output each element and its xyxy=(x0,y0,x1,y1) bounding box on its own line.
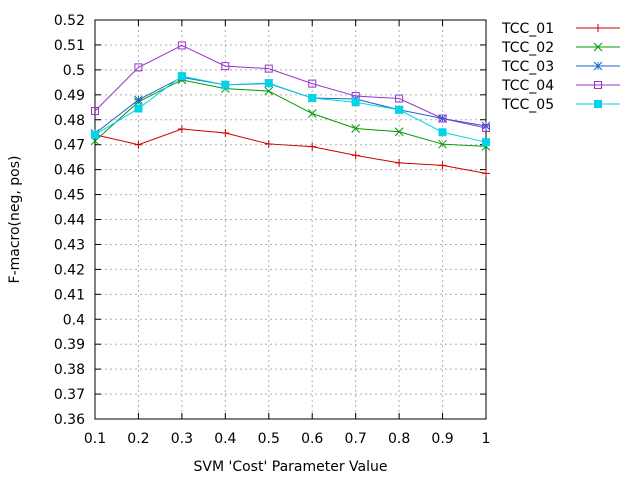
x-tick-label: 0.2 xyxy=(127,431,149,447)
data-point xyxy=(438,139,447,149)
data-point xyxy=(91,107,99,116)
data-point xyxy=(351,124,361,133)
y-tick-label: 0.48 xyxy=(54,113,85,129)
axis-ticks: 0.360.370.380.390.40.410.420.430.440.450… xyxy=(54,13,491,447)
legend-marker xyxy=(593,42,603,52)
data-point xyxy=(308,94,317,103)
data-point xyxy=(177,41,186,50)
x-tick-label: 0.7 xyxy=(345,431,367,447)
data-point xyxy=(221,62,230,71)
legend-label: TCC_03 xyxy=(501,59,554,75)
y-tick-label: 0.45 xyxy=(54,188,85,204)
x-tick-label: 0.3 xyxy=(171,431,193,447)
legend-entry: TCC_04 xyxy=(501,78,620,94)
data-point xyxy=(481,121,491,131)
x-tick-label: 1 xyxy=(482,431,491,447)
data-point xyxy=(438,128,447,137)
y-tick-label: 0.38 xyxy=(54,362,85,378)
y-axis-label: F-macro(neg, pos) xyxy=(7,156,23,284)
data-point xyxy=(134,63,143,72)
data-point xyxy=(134,140,143,149)
data-point xyxy=(134,95,143,105)
legend-marker xyxy=(593,61,603,71)
legend-label: TCC_01 xyxy=(501,21,554,37)
data-point xyxy=(482,138,490,147)
data-point xyxy=(307,109,317,118)
data-point xyxy=(221,80,230,89)
y-tick-label: 0.5 xyxy=(63,63,85,79)
series-line xyxy=(94,75,487,143)
data-point xyxy=(91,130,99,139)
y-tick-label: 0.47 xyxy=(54,138,85,154)
series-line xyxy=(94,128,487,174)
series-tcc-04 xyxy=(91,41,490,132)
legend-marker xyxy=(594,24,602,32)
data-point xyxy=(395,158,404,167)
x-tick-label: 0.9 xyxy=(431,431,453,447)
data-point xyxy=(264,86,274,96)
data-point xyxy=(308,79,317,88)
data-point xyxy=(177,124,186,133)
data-point xyxy=(482,123,490,132)
legend-entry: TCC_02 xyxy=(501,40,620,56)
legend-entry: TCC_03 xyxy=(501,59,620,75)
data-point xyxy=(482,169,490,178)
x-axis-label: SVM 'Cost' Parameter Value xyxy=(194,459,388,475)
series-line xyxy=(94,79,487,147)
legend-marker xyxy=(594,100,602,108)
series-tcc-05 xyxy=(91,72,490,147)
data-point xyxy=(134,104,143,113)
data-point xyxy=(351,151,360,160)
legend: TCC_01 TCC_02 TCC_03 TCC_04 TCC_05 xyxy=(501,21,620,113)
data-point xyxy=(394,127,404,137)
data-point xyxy=(264,64,273,73)
legend-label: TCC_02 xyxy=(501,40,554,56)
y-tick-label: 0.42 xyxy=(54,262,85,278)
data-point xyxy=(177,72,186,81)
series-lines xyxy=(90,41,491,178)
x-tick-label: 0.1 xyxy=(84,431,106,447)
series-line xyxy=(94,44,487,129)
grid xyxy=(95,20,486,419)
x-tick-label: 0.4 xyxy=(214,431,236,447)
y-tick-label: 0.43 xyxy=(54,237,85,253)
data-point xyxy=(264,79,273,88)
legend-entry: TCC_05 xyxy=(501,97,620,113)
legend-entry: TCC_01 xyxy=(501,21,620,37)
data-point xyxy=(438,114,447,123)
y-tick-label: 0.37 xyxy=(54,387,85,403)
y-tick-label: 0.44 xyxy=(54,213,85,229)
data-point xyxy=(221,128,230,137)
legend-label: TCC_04 xyxy=(501,78,554,94)
x-tick-label: 0.5 xyxy=(258,431,280,447)
y-tick-label: 0.52 xyxy=(54,13,85,29)
series-line xyxy=(94,76,487,134)
x-tick-label: 0.8 xyxy=(388,431,410,447)
series-tcc-03 xyxy=(90,73,491,138)
y-tick-label: 0.49 xyxy=(54,88,85,104)
y-tick-label: 0.39 xyxy=(54,337,85,353)
y-tick-label: 0.4 xyxy=(63,312,85,328)
data-point xyxy=(351,98,360,107)
y-tick-label: 0.41 xyxy=(54,287,85,303)
data-point xyxy=(395,94,404,103)
y-tick-label: 0.46 xyxy=(54,163,85,179)
y-tick-label: 0.51 xyxy=(54,38,85,54)
data-point xyxy=(395,105,404,114)
data-point xyxy=(264,139,273,148)
data-point xyxy=(308,142,317,151)
x-tick-label: 0.6 xyxy=(301,431,323,447)
legend-label: TCC_05 xyxy=(501,97,554,113)
y-tick-label: 0.36 xyxy=(54,412,85,428)
legend-marker xyxy=(594,81,602,89)
data-point xyxy=(438,161,447,170)
